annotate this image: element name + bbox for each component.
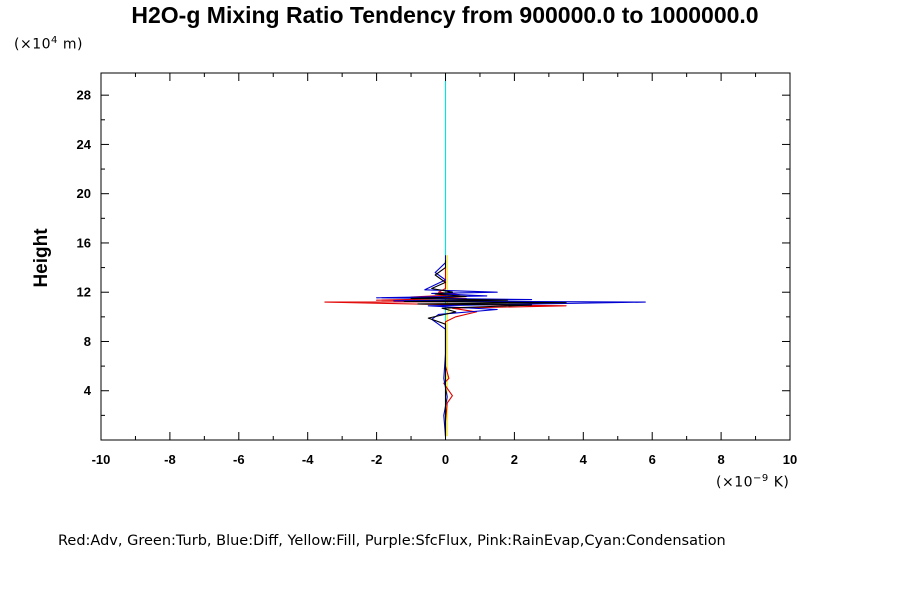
x-tick-label: 4 (580, 452, 588, 467)
x-unit-suffix: K) (768, 474, 790, 491)
y-tick-label: 4 (84, 383, 92, 398)
y-tick-label: 16 (77, 235, 91, 250)
x-tick-label: -10 (92, 452, 111, 467)
y-axis-unit: (×104 m) (14, 35, 83, 53)
y-unit-exponent: 4 (51, 35, 58, 46)
series-layer (324, 73, 646, 438)
x-unit-prefix: (×10 (716, 474, 754, 491)
y-tick-label: 20 (77, 186, 91, 201)
y-tick-label: 12 (77, 285, 91, 300)
y-tick-label: 28 (77, 88, 91, 103)
x-tick-label: 8 (717, 452, 724, 467)
x-tick-label: -6 (233, 452, 245, 467)
x-tick-label: -4 (302, 452, 314, 467)
y-tick-label: 8 (84, 334, 91, 349)
y-unit-prefix: (×10 (14, 36, 52, 53)
plot-frame (100, 72, 791, 441)
x-tick-label: 2 (511, 452, 518, 467)
x-tick-label: -8 (164, 452, 176, 467)
x-tick-label: -2 (371, 452, 383, 467)
x-tick-label: 6 (649, 452, 656, 467)
series-line (403, 260, 567, 437)
legend-caption: Red:Adv, Green:Turb, Blue:Diff, Yellow:F… (58, 533, 726, 549)
series-line (446, 255, 450, 437)
x-unit-exponent: −9 (753, 473, 769, 484)
x-tick-label: 10 (783, 452, 797, 467)
chart-title: H2O-g Mixing Ratio Tendency from 900000.… (131, 2, 759, 28)
series-line (376, 255, 646, 437)
x-axis-unit: (×10−9 K) (716, 473, 789, 491)
y-tick-label: 24 (77, 137, 92, 152)
x-tick-label: 0 (442, 452, 449, 467)
y-unit-suffix: m) (57, 36, 83, 53)
